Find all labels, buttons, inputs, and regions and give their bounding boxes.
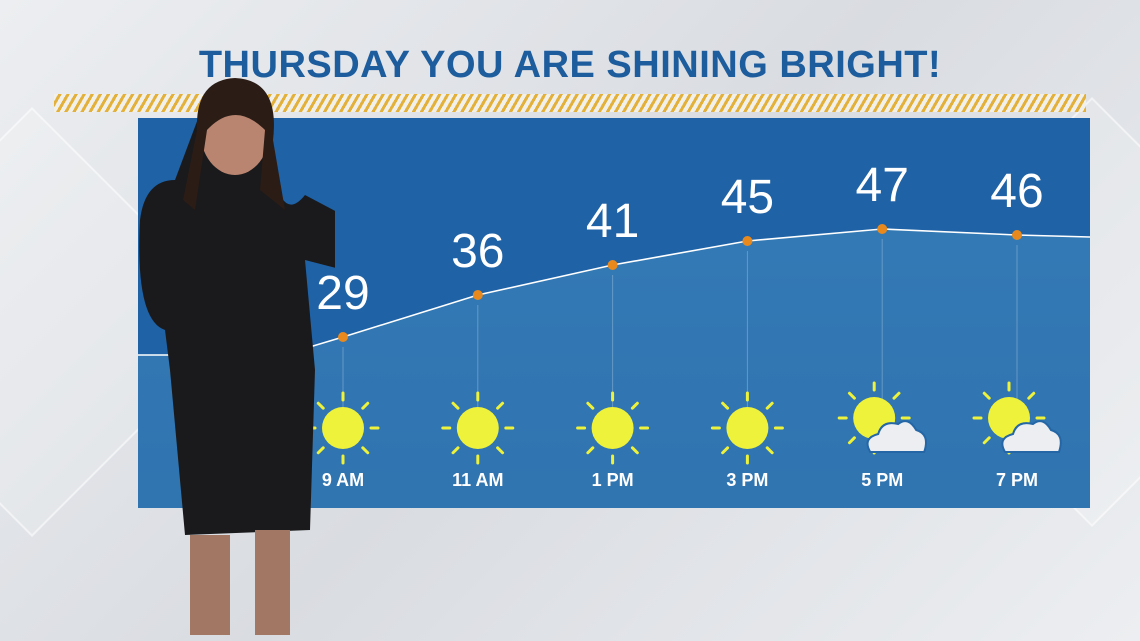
data-point	[338, 332, 348, 342]
value-label: 45	[721, 171, 774, 224]
sun-icon	[441, 391, 515, 465]
data-point	[877, 224, 888, 234]
time-label: 1 PM	[592, 470, 634, 490]
hatch-divider	[54, 94, 1086, 112]
data-point	[607, 260, 618, 270]
value-label: 47	[856, 159, 909, 212]
sun-icon	[306, 391, 380, 465]
data-point	[1012, 230, 1022, 240]
value-label: 29	[316, 267, 369, 320]
time-label: 9 AM	[322, 470, 364, 490]
time-label: 3 PM	[726, 470, 768, 490]
upper-band	[138, 118, 1090, 355]
temperature-chart: 29 9 AM 36 11 AM 41 1 PM 45 3 PM 47 5 PM 46 7 PM	[138, 118, 1090, 508]
page-title: THURSDAY YOU ARE SHINING BRIGHT!	[198, 44, 942, 86]
time-label: 7 PM	[996, 470, 1038, 490]
time-label: 5 PM	[861, 470, 903, 490]
value-label: 41	[586, 195, 639, 248]
presenter	[139, 78, 335, 635]
sun-icon	[710, 391, 784, 465]
partly-cloudy-icon	[972, 381, 1062, 455]
sun-icon	[576, 391, 650, 465]
time-label: 11 AM	[452, 470, 503, 490]
value-label: 36	[451, 225, 504, 278]
data-point	[472, 290, 483, 300]
value-label: 46	[990, 165, 1043, 218]
data-point	[742, 236, 753, 246]
partly-cloudy-icon	[837, 381, 927, 455]
